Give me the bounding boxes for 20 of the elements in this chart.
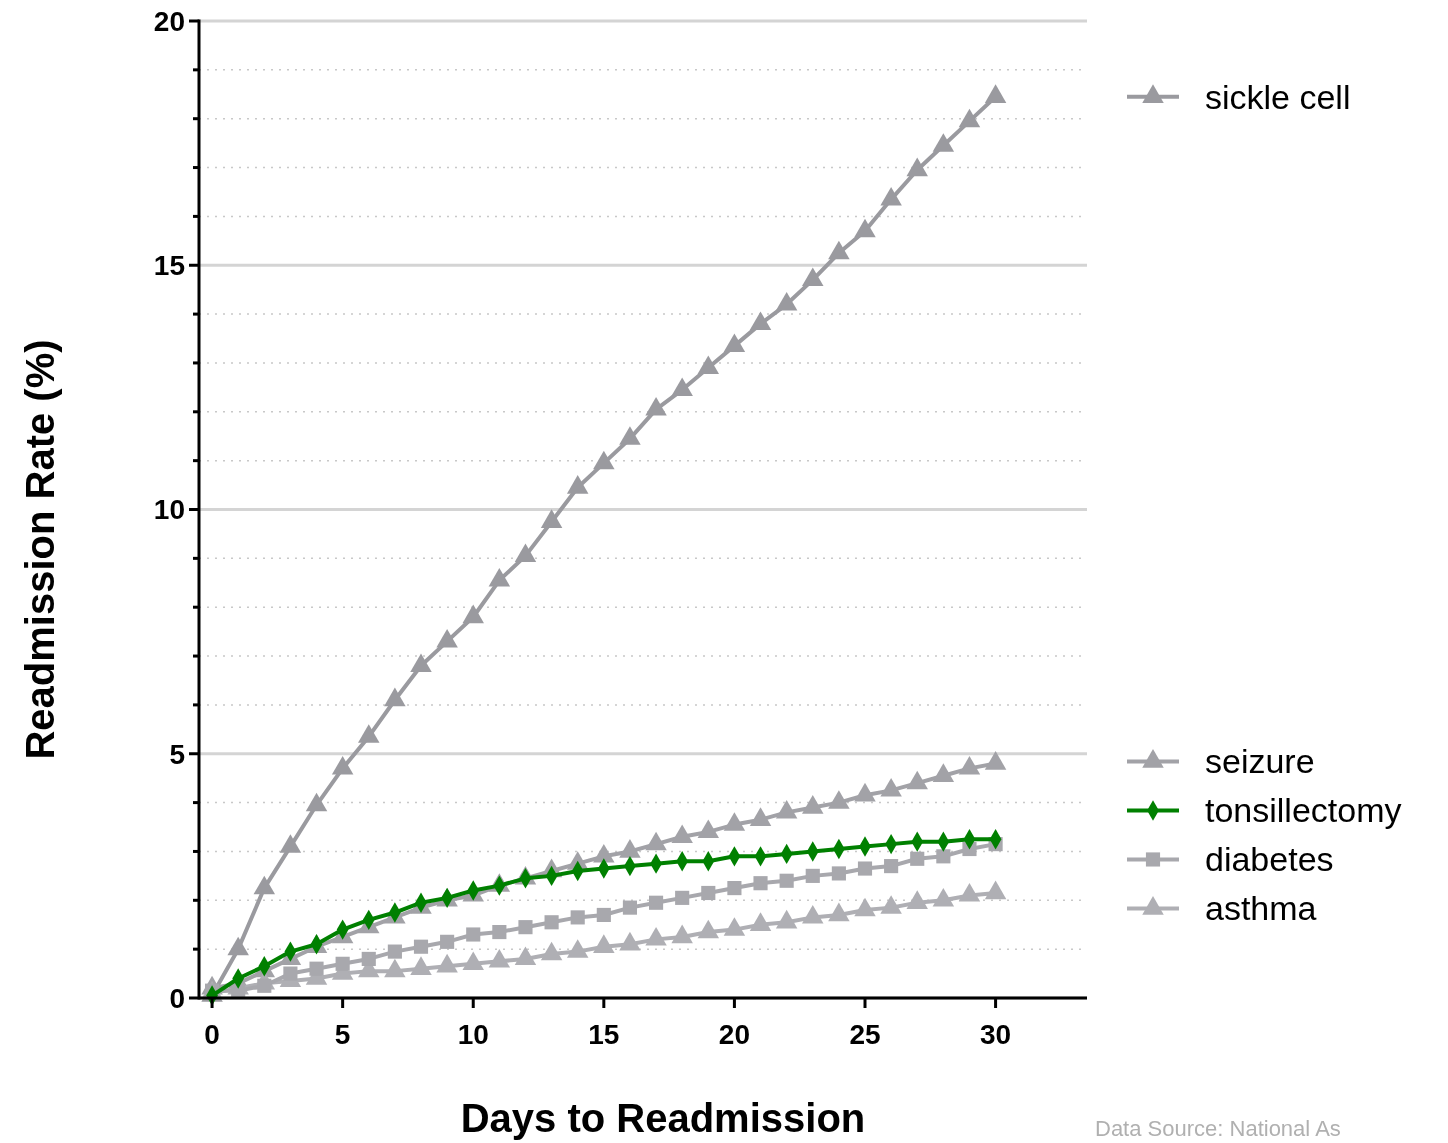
y-tick-label: 15 bbox=[153, 250, 185, 282]
y-tick-label: 5 bbox=[169, 738, 185, 770]
legend-label: diabetes bbox=[1205, 840, 1334, 879]
x-tick-label: 5 bbox=[334, 1019, 351, 1050]
x-tick-label: 15 bbox=[588, 1019, 620, 1050]
y-tick-label: 20 bbox=[153, 5, 185, 37]
legend-label: asthma bbox=[1205, 889, 1317, 928]
legend-label: sickle cell bbox=[1205, 77, 1351, 116]
y-axis-title: Readmission Rate (%) bbox=[18, 339, 62, 760]
x-axis-title: Days to Readmission bbox=[460, 1096, 866, 1140]
x-tick-label: 20 bbox=[718, 1019, 750, 1050]
legend-label: tonsillectomy bbox=[1205, 791, 1402, 830]
x-tick-label: 30 bbox=[980, 1019, 1012, 1050]
x-tick-label: 25 bbox=[849, 1019, 881, 1050]
x-tick-label: 10 bbox=[457, 1019, 489, 1050]
x-tick-label: 0 bbox=[204, 1019, 220, 1050]
legend-label: seizure bbox=[1205, 742, 1315, 781]
y-tick-label: 10 bbox=[153, 494, 185, 526]
source-note: Data Source: National As bbox=[1095, 1116, 1341, 1141]
y-tick-label: 0 bbox=[169, 982, 185, 1014]
